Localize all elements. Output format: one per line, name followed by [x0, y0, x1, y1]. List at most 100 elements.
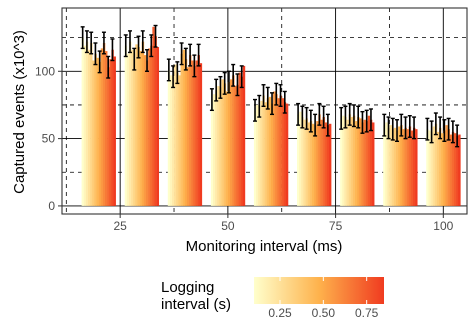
bar — [389, 125, 393, 206]
bar — [445, 125, 448, 206]
plot-border — [61, 7, 468, 215]
bar — [264, 102, 268, 206]
bar — [355, 121, 358, 206]
bar — [135, 44, 138, 206]
bar — [275, 94, 278, 206]
bar — [98, 61, 102, 206]
bar — [303, 119, 306, 206]
bar — [266, 98, 270, 206]
bar — [227, 82, 231, 206]
bar — [81, 37, 85, 206]
bar — [109, 59, 112, 206]
bar — [447, 129, 450, 206]
error-bars — [80, 24, 460, 148]
bar — [301, 117, 304, 206]
bar — [297, 114, 300, 206]
bar — [402, 129, 405, 206]
bar — [340, 118, 343, 206]
bar — [361, 122, 364, 206]
bar — [432, 126, 436, 206]
bar — [348, 114, 352, 206]
bar — [191, 60, 194, 206]
bar — [320, 119, 323, 206]
bar — [238, 72, 241, 206]
bar — [221, 79, 224, 206]
bar — [139, 51, 143, 206]
bar — [199, 63, 203, 206]
bar — [400, 125, 403, 206]
bar — [285, 103, 289, 206]
bar — [316, 121, 319, 206]
bar — [230, 79, 233, 206]
legend-title-line1: Logging — [161, 279, 214, 296]
bar — [441, 133, 444, 206]
bar — [141, 41, 145, 206]
bar — [176, 72, 179, 206]
bar — [307, 122, 311, 206]
bar — [415, 129, 418, 206]
bar — [172, 76, 175, 206]
y-axis-title: Captured events (x10^3) — [11, 30, 28, 194]
bar — [322, 117, 325, 206]
bar — [305, 118, 308, 206]
bar — [174, 64, 177, 206]
bar — [113, 56, 116, 206]
y-axis: 0 50 100 — [35, 64, 62, 213]
bar — [107, 67, 110, 206]
x-axis-title: Monitoring interval (ms) — [186, 238, 343, 255]
bar — [363, 119, 366, 206]
bar — [309, 121, 313, 206]
bar — [260, 100, 263, 206]
bar — [210, 99, 214, 206]
x-tick-label: 100 — [433, 219, 453, 233]
bar — [193, 65, 196, 206]
bar — [281, 98, 285, 206]
bar — [92, 60, 95, 206]
bar — [184, 59, 188, 206]
bars — [81, 26, 461, 206]
x-tick-label: 50 — [221, 219, 235, 233]
bar — [412, 127, 416, 206]
bar — [256, 104, 259, 206]
bar — [128, 41, 132, 206]
bar — [352, 115, 356, 206]
bar — [365, 121, 369, 206]
bar — [408, 126, 412, 206]
bar — [150, 45, 153, 206]
bar — [182, 49, 186, 206]
bar — [253, 110, 257, 206]
bar — [83, 45, 87, 206]
bar — [439, 127, 442, 206]
bar — [328, 123, 332, 206]
bar — [145, 60, 149, 206]
bar — [369, 119, 373, 206]
bar — [240, 76, 244, 206]
bar — [215, 90, 218, 206]
bar — [342, 115, 345, 206]
bar — [344, 117, 347, 206]
bar — [223, 83, 227, 206]
bar — [212, 94, 216, 206]
bar — [100, 48, 104, 206]
x-tick-label: 75 — [329, 219, 343, 233]
bar — [385, 122, 388, 206]
x-tick-label: 25 — [113, 219, 127, 233]
bar — [383, 125, 386, 206]
bar — [197, 55, 200, 206]
bar — [242, 65, 246, 206]
bar — [449, 134, 453, 206]
bar — [217, 86, 220, 206]
x-axis: 25 50 75 100 — [113, 214, 454, 233]
y-tick-label: 50 — [42, 132, 56, 146]
bar — [105, 51, 108, 206]
legend: Logging interval (s) 0.25 0.50 0.75 — [161, 277, 384, 320]
bar — [148, 48, 151, 206]
bar — [453, 133, 457, 206]
bar — [87, 49, 91, 206]
bar — [299, 111, 302, 206]
bar — [262, 95, 265, 206]
bar — [189, 55, 192, 206]
bar — [169, 75, 173, 206]
bar — [273, 91, 276, 206]
